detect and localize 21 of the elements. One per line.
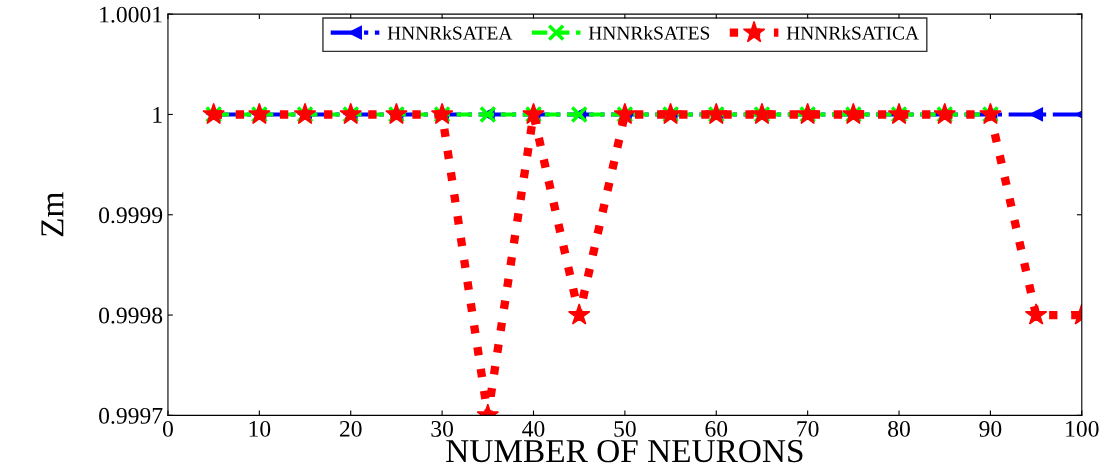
x-tick-label: 60 [705, 420, 728, 437]
legend-label: HNNRkSATEA [387, 25, 513, 40]
x-tick-label: 70 [797, 420, 819, 437]
y-tick-label: 0.9998 [99, 307, 163, 324]
x-tick-label: 20 [339, 420, 362, 437]
y-axis-title: Zm [41, 192, 64, 237]
x-tick-label: 40 [522, 420, 545, 437]
x-tick-label: 50 [614, 420, 636, 437]
x-tick-label: 100 [1066, 420, 1099, 437]
x-axis-title: NUMBER OF NEURONS [446, 439, 803, 463]
x-tick-label: 90 [979, 420, 1002, 437]
legend-label: HNNRkSATES [588, 25, 710, 40]
x-tick-label: 30 [431, 420, 454, 437]
legend-label: HNNRkSATICA [786, 25, 919, 40]
y-tick-label: 0.9999 [99, 207, 163, 224]
x-tick-label: 10 [249, 420, 271, 437]
y-tick-label: 1 [153, 107, 162, 123]
y-tick-label: 0.9997 [99, 407, 163, 424]
x-tick-label: 80 [888, 420, 910, 437]
y-tick-label: 1.0001 [100, 6, 162, 23]
x-tick-label: 0 [162, 420, 173, 437]
